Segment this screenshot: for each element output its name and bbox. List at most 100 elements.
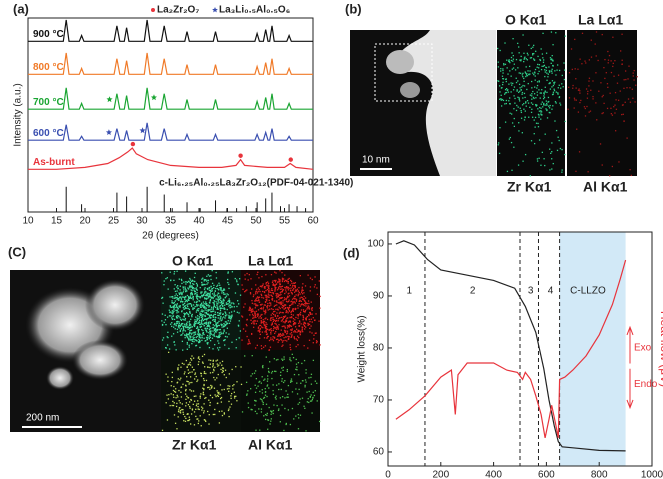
map-dot: [562, 86, 564, 88]
map-label: Al Kα1: [583, 179, 628, 195]
map-dot: [528, 74, 530, 76]
map-dot: [191, 293, 193, 295]
map-dot: [199, 395, 201, 397]
map-dot: [554, 70, 556, 72]
scale-text: 200 nm: [26, 413, 59, 424]
map-dot: [529, 175, 531, 177]
map-dot: [302, 380, 304, 382]
map-dot: [172, 389, 175, 392]
map-dot: [204, 283, 206, 286]
map-dot: [261, 296, 263, 299]
particle: [386, 50, 414, 74]
map-dot: [200, 313, 202, 315]
map-dot: [281, 289, 284, 292]
map-dot: [212, 371, 214, 374]
map-dot: [265, 295, 267, 297]
map-dot: [173, 306, 175, 308]
map-dot: [292, 314, 294, 316]
map-dot: [305, 319, 307, 321]
map-dot: [194, 331, 197, 333]
map-dot: [264, 310, 266, 313]
map-dot: [181, 296, 184, 298]
map-dot: [227, 320, 229, 322]
map-dot: [590, 39, 592, 41]
map-dot: [179, 329, 182, 331]
map-dot: [281, 404, 283, 406]
map-dot: [168, 315, 171, 317]
map-dot: [188, 297, 191, 300]
map-dot: [551, 142, 553, 144]
map-dot: [502, 78, 505, 80]
map-dot: [263, 324, 266, 327]
map-dot: [189, 311, 191, 314]
map-dot: [209, 330, 211, 333]
map-dot: [193, 321, 196, 323]
map-dot: [544, 90, 546, 92]
map-dot: [289, 316, 291, 319]
map-dot: [194, 331, 196, 334]
map-dot: [309, 331, 311, 333]
map-dot: [214, 325, 216, 327]
map-dot: [233, 306, 236, 308]
map-dot: [186, 304, 188, 306]
y-axis-label: Weight loss(%): [357, 315, 368, 382]
map-dot: [217, 349, 220, 351]
legend-label: La₃Li₀.₅Al₀.₅O₆: [219, 5, 290, 16]
map-dot: [548, 100, 550, 103]
map-dot: [179, 379, 181, 381]
map-dot: [183, 316, 185, 318]
map-dot: [260, 293, 262, 295]
map-dot: [542, 32, 544, 35]
map-dot: [298, 329, 300, 332]
map-dot: [216, 390, 218, 392]
series-line: [28, 87, 313, 110]
map-dot: [173, 273, 175, 275]
map-dot: [185, 326, 187, 329]
map-dot: [601, 96, 603, 98]
map-dot: [190, 280, 193, 283]
map-dot: [509, 97, 511, 99]
map-dot: [212, 359, 214, 361]
map-dot: [208, 289, 211, 291]
map-dot: [220, 323, 222, 325]
particle: [395, 30, 496, 176]
map-dot: [176, 290, 178, 292]
map-dot: [277, 341, 279, 343]
map-dot: [519, 72, 522, 74]
map-dot: [182, 328, 185, 330]
panel-label: (b): [345, 1, 362, 16]
map-dot: [172, 400, 174, 403]
map-dot: [299, 275, 301, 277]
map-dot: [273, 325, 275, 328]
map-dot: [214, 379, 216, 381]
map-dot: [195, 320, 198, 323]
map-dot: [193, 289, 195, 291]
map-dot: [277, 327, 279, 329]
map-dot: [166, 394, 168, 396]
map-dot: [272, 284, 274, 286]
map-dot: [271, 298, 273, 300]
map-dot: [254, 410, 257, 413]
map-dot: [625, 78, 627, 81]
map-dot: [182, 330, 184, 332]
map-dot: [281, 277, 284, 279]
map-dot: [281, 316, 283, 319]
map-dot: [224, 293, 226, 295]
map-dot: [177, 324, 180, 326]
map-dot: [278, 408, 280, 410]
map-dot: [547, 73, 549, 75]
map-dot: [624, 101, 626, 103]
map-dot: [283, 304, 285, 307]
map-dot: [289, 381, 292, 383]
map-dot: [313, 334, 315, 336]
map-dot: [315, 340, 318, 342]
map-dot: [210, 333, 212, 335]
marker-dot: [130, 141, 136, 147]
map-dot: [528, 116, 530, 118]
exo-arrow: [626, 325, 634, 364]
map-dot: [551, 72, 553, 74]
map-dot: [206, 304, 208, 307]
map-dot: [226, 388, 229, 390]
map-dot: [167, 331, 169, 333]
map-dot: [272, 280, 274, 282]
